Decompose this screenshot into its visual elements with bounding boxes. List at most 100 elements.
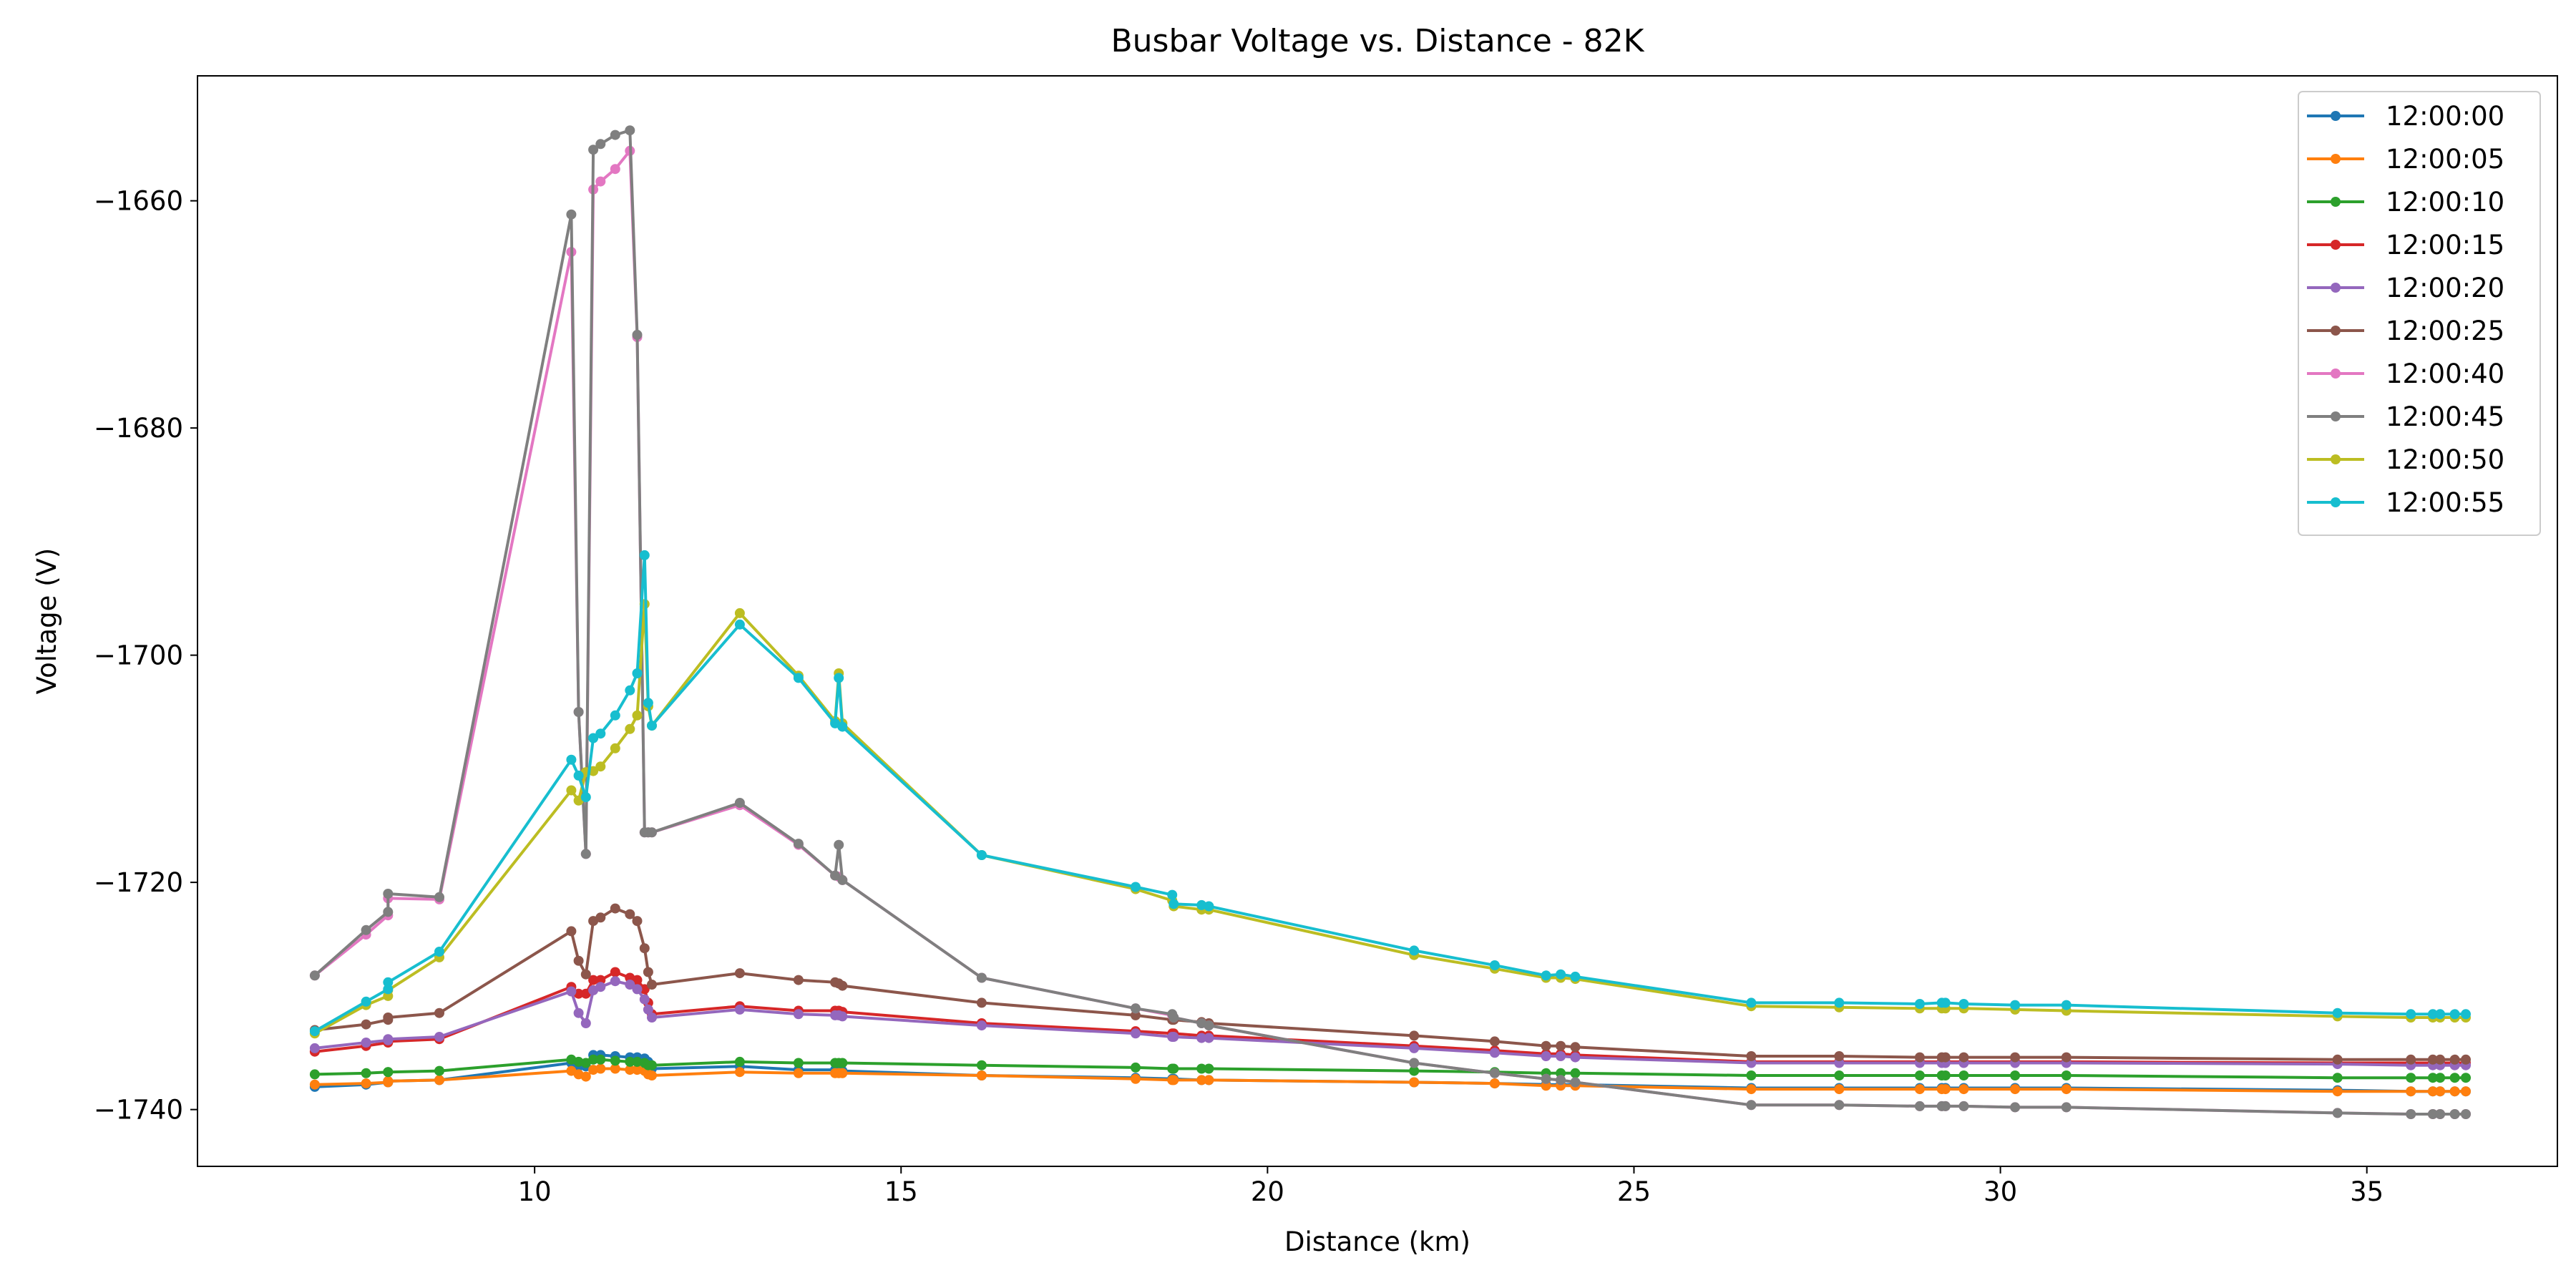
- series-12:00:05: [309, 1063, 2471, 1097]
- legend-item: 12:00:45: [2307, 401, 2504, 432]
- data-point: [834, 839, 844, 850]
- data-point: [610, 164, 620, 175]
- legend-item: 12:00:10: [2307, 187, 2504, 218]
- data-point: [639, 943, 650, 954]
- data-point: [580, 969, 591, 980]
- data-point: [2427, 1073, 2438, 1083]
- data-point: [2427, 1054, 2438, 1065]
- data-point: [2332, 1073, 2343, 1083]
- data-point: [1746, 1070, 1757, 1080]
- data-point: [566, 926, 577, 937]
- data-point: [383, 889, 394, 899]
- data-point: [734, 1056, 745, 1067]
- data-point: [793, 673, 804, 683]
- data-point: [1169, 1032, 1179, 1042]
- series-line: [314, 1067, 2466, 1093]
- data-point: [1940, 1101, 1951, 1111]
- legend-marker: [2331, 154, 2341, 164]
- data-point: [2010, 1000, 2021, 1010]
- data-point: [1556, 1075, 1566, 1085]
- data-point: [976, 1020, 987, 1031]
- data-point: [632, 1065, 643, 1075]
- data-point: [1541, 1073, 1551, 1084]
- data-point: [1958, 1052, 1969, 1063]
- data-point: [647, 980, 657, 990]
- data-point: [976, 850, 987, 860]
- data-point: [793, 975, 804, 985]
- data-point: [1196, 1075, 1207, 1085]
- series-line: [313, 149, 2466, 1116]
- series-12:00:25: [309, 903, 2471, 1065]
- data-point: [383, 1034, 394, 1045]
- data-point: [595, 176, 606, 187]
- data-point: [610, 967, 620, 977]
- data-point: [1409, 945, 1420, 956]
- x-tick-label: 15: [884, 1176, 918, 1207]
- x-tick-label: 20: [1251, 1176, 1284, 1207]
- data-point: [1556, 1040, 1566, 1051]
- data-point: [1204, 1075, 1214, 1085]
- data-point: [361, 924, 371, 935]
- data-point: [1541, 1051, 1551, 1061]
- data-point: [595, 1063, 606, 1074]
- data-point: [976, 1060, 987, 1070]
- legend-marker: [2331, 454, 2341, 464]
- y-tick-label: −1660: [94, 186, 183, 217]
- data-point: [309, 1079, 320, 1090]
- legend-marker: [2331, 369, 2341, 379]
- data-point: [566, 754, 577, 765]
- data-point: [1131, 1062, 1141, 1073]
- data-point: [2010, 1084, 2021, 1095]
- data-point: [734, 619, 745, 630]
- data-point: [2435, 1009, 2446, 1020]
- data-point: [1489, 1068, 1500, 1078]
- data-point: [837, 721, 848, 732]
- data-point: [573, 707, 584, 717]
- x-tick-label: 10: [518, 1176, 552, 1207]
- data-point: [837, 1058, 848, 1068]
- data-point: [2406, 1054, 2416, 1065]
- data-point: [647, 827, 657, 838]
- data-point: [1914, 1070, 1925, 1080]
- data-point: [632, 329, 643, 340]
- data-point: [2427, 1109, 2438, 1119]
- data-point: [2010, 1052, 2021, 1063]
- data-point: [1834, 997, 1845, 1008]
- legend-marker: [2331, 240, 2341, 250]
- data-point: [580, 792, 591, 803]
- series-line: [314, 907, 2466, 1061]
- data-point: [573, 955, 584, 966]
- data-point: [1834, 1084, 1845, 1095]
- y-axis-ticks: −1740 −1720 −1700 −1680 −1660: [94, 186, 197, 1126]
- legend-item: 12:00:40: [2307, 358, 2504, 389]
- data-point: [976, 972, 987, 983]
- data-point: [309, 1043, 320, 1053]
- data-point: [610, 130, 620, 140]
- legend-marker: [2331, 111, 2341, 121]
- data-point: [383, 1013, 394, 1023]
- data-point: [1169, 1063, 1179, 1074]
- data-point: [643, 967, 653, 977]
- data-point: [610, 1055, 620, 1066]
- data-point: [625, 1065, 635, 1075]
- x-axis-ticks: 10 15 20 25 30 35: [518, 1166, 2384, 1207]
- data-point: [573, 770, 584, 781]
- legend-item: 12:00:05: [2307, 144, 2504, 175]
- data-point: [580, 1018, 591, 1028]
- data-point: [2461, 1073, 2471, 1083]
- data-point: [383, 1075, 394, 1086]
- data-point: [595, 728, 606, 739]
- legend-item: 12:00:00: [2307, 101, 2504, 132]
- legend-label: 12:00:25: [2386, 316, 2504, 346]
- data-point: [1169, 1075, 1179, 1085]
- data-point: [793, 1068, 804, 1078]
- data-point: [610, 1063, 620, 1074]
- data-point: [2461, 1054, 2471, 1065]
- data-point: [793, 1009, 804, 1020]
- data-point: [643, 1004, 653, 1015]
- data-point: [2406, 1009, 2416, 1020]
- data-point: [1958, 1084, 1969, 1095]
- data-point: [647, 721, 657, 731]
- data-point: [837, 1011, 848, 1022]
